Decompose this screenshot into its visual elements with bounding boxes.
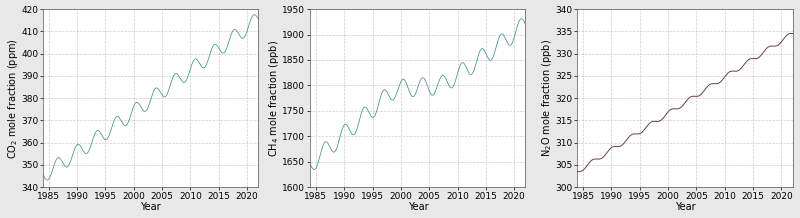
X-axis label: Year: Year — [407, 203, 428, 213]
X-axis label: Year: Year — [674, 203, 695, 213]
Y-axis label: CH$_4$ mole fraction (ppb): CH$_4$ mole fraction (ppb) — [267, 40, 281, 157]
Y-axis label: CO$_2$ mole fraction (ppm): CO$_2$ mole fraction (ppm) — [6, 38, 19, 158]
Y-axis label: N$_2$O mole fraction (ppb): N$_2$O mole fraction (ppb) — [540, 39, 554, 157]
X-axis label: Year: Year — [140, 203, 161, 213]
